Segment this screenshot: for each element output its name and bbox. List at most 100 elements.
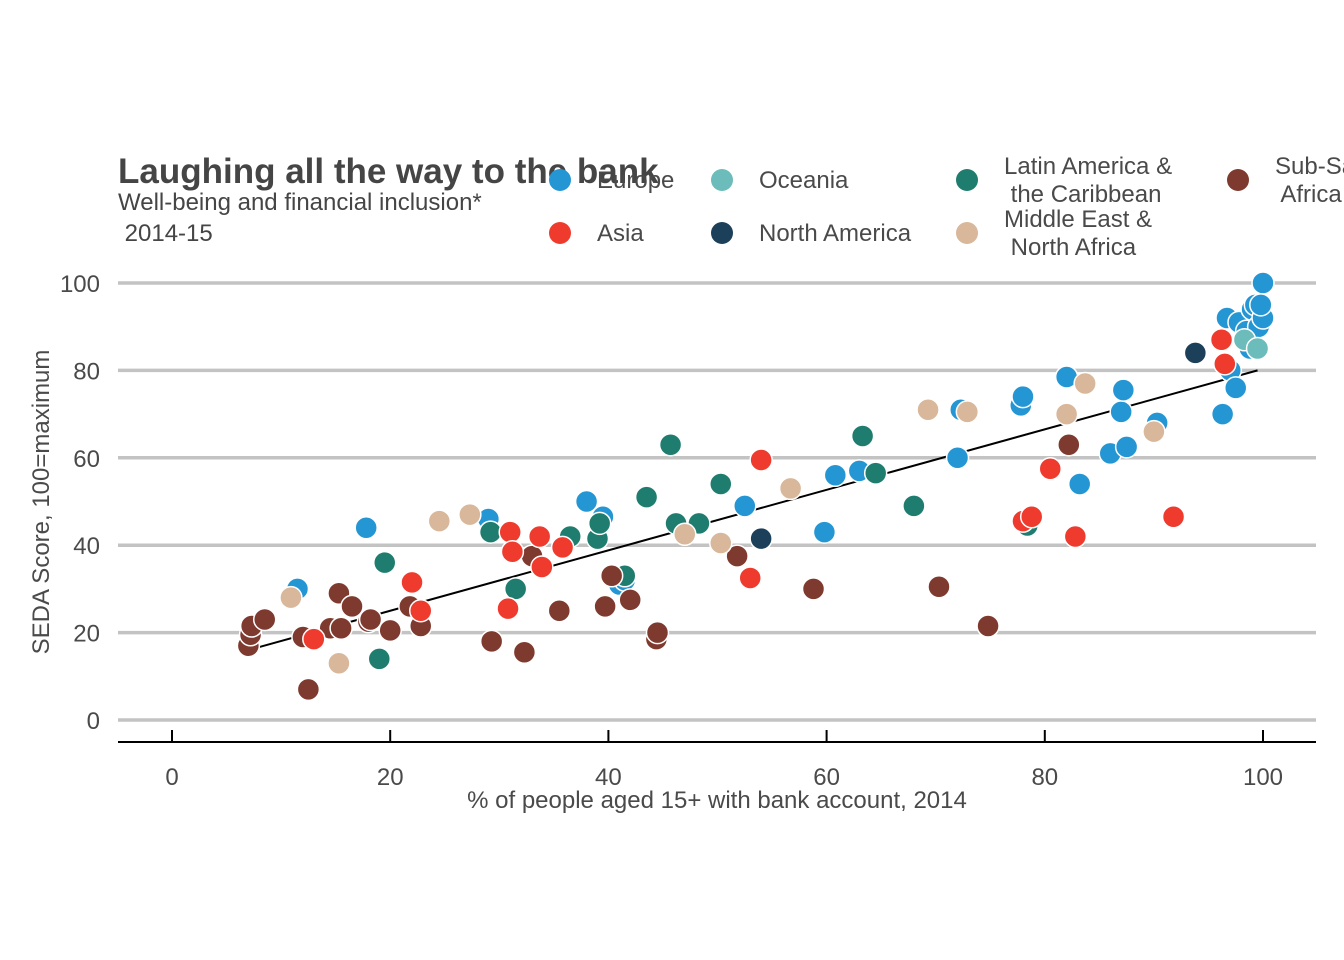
data-point: [673, 522, 697, 547]
legend-marker: [1227, 169, 1249, 191]
chart-subtitle-line-1: Well-being and financial inclusion*: [118, 189, 482, 216]
data-point: [976, 614, 1000, 638]
y-tick-label-40: 40: [73, 533, 100, 560]
data-point: [738, 566, 762, 590]
data-point: [1161, 505, 1186, 529]
data-point: [530, 555, 554, 579]
x-tick-label-20: 20: [377, 764, 404, 791]
data-point: [1011, 384, 1035, 409]
data-point: [1114, 435, 1139, 459]
data-point: [599, 564, 624, 588]
y-tick-label-0: 0: [87, 708, 100, 735]
data-point: [902, 494, 926, 518]
legend-label: Latin America & the Caribbean: [1004, 153, 1172, 208]
data-point: [527, 524, 552, 549]
data-point: [778, 476, 803, 501]
legend-label: Oceania: [759, 167, 849, 194]
series-1: [1232, 328, 1270, 361]
data-point: [1223, 376, 1248, 400]
data-point: [916, 397, 940, 422]
x-tick-label-40: 40: [595, 764, 622, 791]
series-4: [302, 328, 1237, 651]
legend-item-1: Oceania: [711, 167, 849, 194]
y-tick-label-60: 60: [73, 446, 100, 473]
legend-item-6: Middle East & North Africa: [956, 206, 1152, 261]
y-axis-tick-labels: 0 20 40 60 80 100: [60, 271, 100, 735]
data-point: [1213, 352, 1237, 376]
data-point: [479, 629, 504, 654]
data-point: [927, 574, 951, 599]
chart-subtitle-line-2: 2014-15: [118, 220, 213, 247]
data-point: [945, 446, 970, 470]
data-point: [749, 448, 773, 472]
legend: Europe Oceania Latin America & the Caribbe…: [549, 153, 1344, 261]
data-point: [658, 432, 683, 457]
data-point: [500, 540, 525, 564]
legend-label: North America: [759, 220, 912, 247]
data-point: [1251, 271, 1275, 295]
data-point: [634, 485, 659, 509]
legend-label: Asia: [597, 220, 644, 247]
data-point: [372, 550, 397, 575]
series-6: [279, 371, 1166, 675]
legend-label-line: the Caribbean: [1004, 181, 1161, 208]
legend-item-2: Latin America & the Caribbean: [956, 153, 1172, 208]
data-point: [358, 607, 383, 632]
data-point: [1067, 472, 1092, 496]
data-point: [1210, 402, 1235, 426]
data-point: [801, 577, 826, 601]
data-point: [574, 489, 599, 514]
data-point: [1109, 400, 1133, 424]
data-point: [593, 594, 617, 619]
y-axis-title: SEDA Score, 100=maximum: [28, 350, 55, 655]
data-point: [1249, 293, 1273, 317]
data-point: [1057, 432, 1081, 457]
x-tick-label-80: 80: [1031, 764, 1058, 791]
data-point: [547, 599, 572, 623]
chart-title: Laughing all the way to the bank: [118, 152, 659, 191]
x-axis: 0 20 40 60 80 100: [118, 730, 1316, 791]
legend-item-0: Europe: [549, 167, 674, 194]
data-point: [340, 594, 364, 619]
x-tick-label-100: 100: [1243, 764, 1283, 791]
x-axis-title: % of people aged 15+ with bank account, …: [467, 787, 967, 814]
legend-label-line: Latin America &: [1004, 153, 1172, 180]
data-point: [327, 651, 351, 675]
data-point: [645, 620, 670, 645]
data-point: [1063, 524, 1088, 549]
data-point: [709, 472, 733, 496]
data-point: [587, 511, 612, 536]
data-point: [458, 502, 482, 527]
data-point: [367, 647, 392, 671]
x-tick-label-60: 60: [813, 764, 840, 791]
y-tick-label-80: 80: [73, 358, 100, 385]
data-point: [955, 400, 980, 424]
data-point: [823, 463, 848, 488]
legend-marker: [549, 169, 571, 191]
series-0: [285, 271, 1275, 601]
data-point: [725, 544, 749, 568]
data-point: [1111, 378, 1136, 402]
legend-item-3: Sub-Saharan Africa: [1227, 153, 1344, 208]
data-point: [863, 461, 888, 485]
data-point: [1019, 505, 1044, 529]
data-point: [1038, 456, 1063, 481]
data-point: [378, 618, 402, 643]
data-point: [812, 520, 837, 544]
legend-label-line: North Africa: [1004, 234, 1137, 261]
legend-label: Sub-Saharan Africa: [1275, 153, 1344, 208]
legend-item-4: Asia: [549, 220, 644, 247]
legend-item-5: North America: [711, 220, 912, 247]
data-point: [850, 424, 875, 448]
legend-marker: [711, 169, 733, 191]
data-point: [408, 599, 433, 623]
gridlines: [118, 281, 1316, 722]
data-point: [503, 577, 528, 601]
data-point: [1073, 371, 1097, 396]
data-point: [709, 531, 733, 555]
chart-subtitle: Well-being and financial inclusion* 2014…: [118, 189, 488, 247]
data-point: [354, 515, 378, 540]
series-5: [749, 341, 1208, 551]
data-point: [252, 607, 277, 632]
